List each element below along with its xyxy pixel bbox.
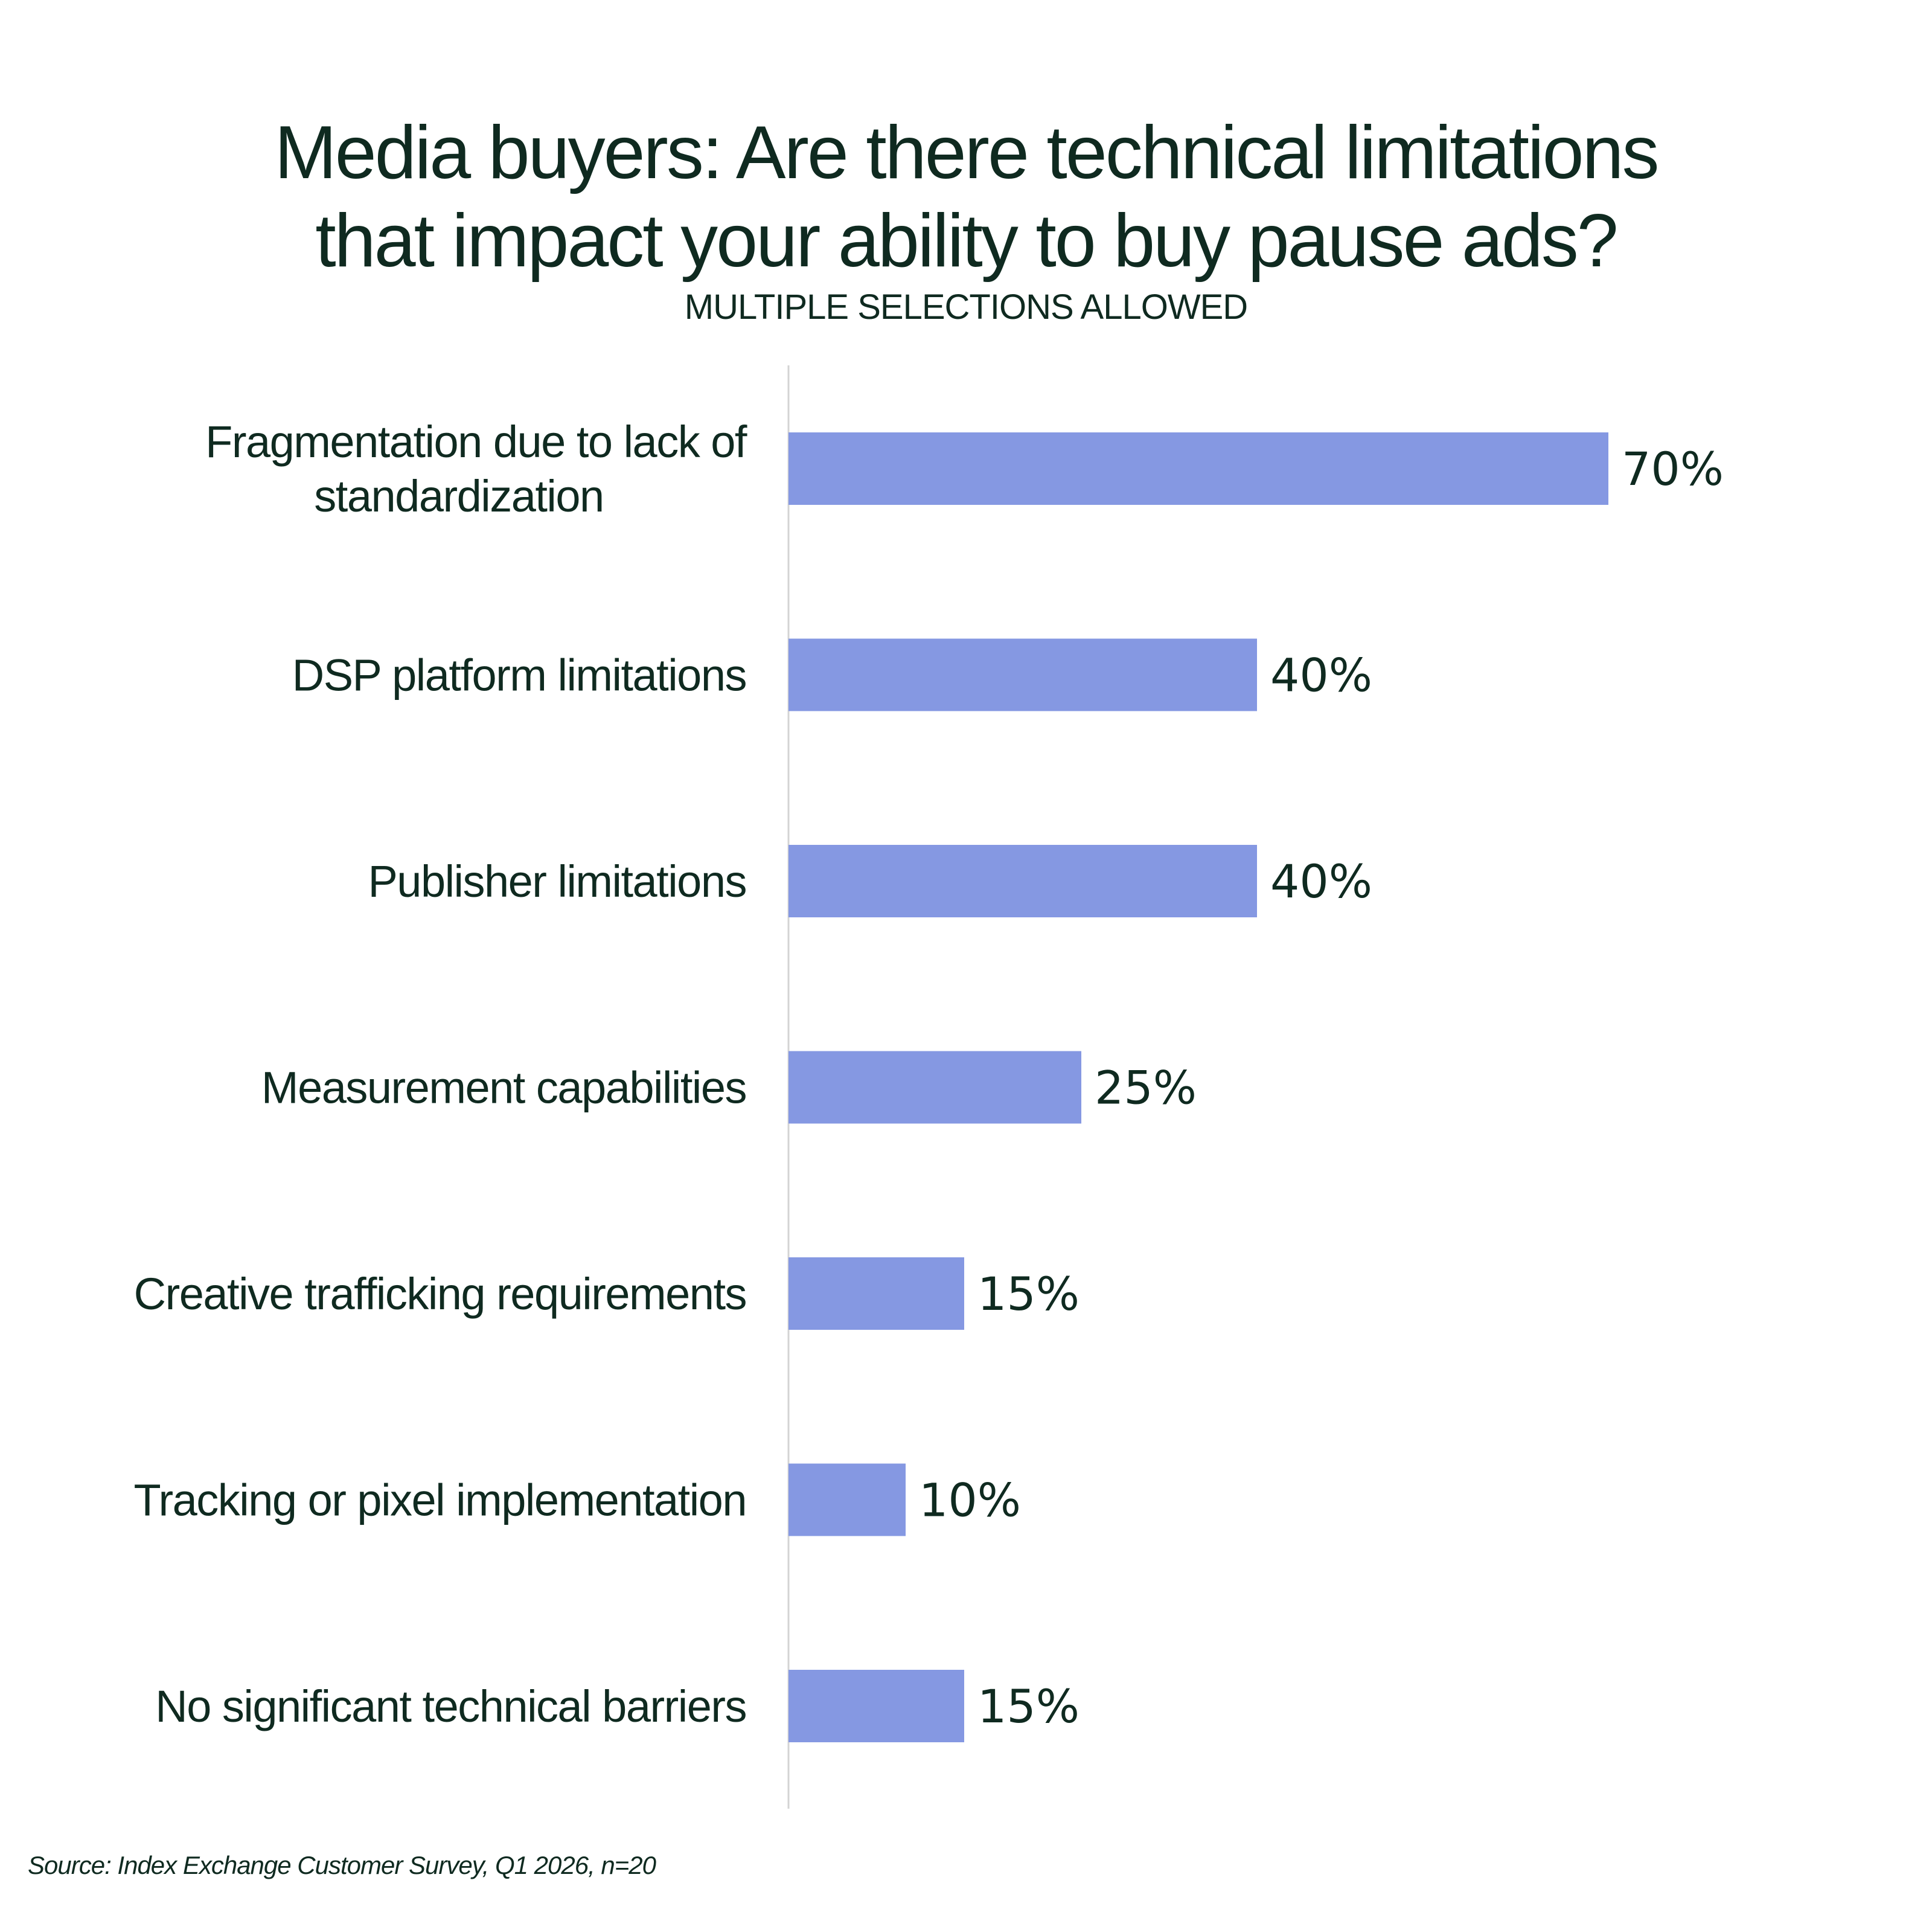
bar-value-label: 15% [977,1679,1080,1733]
category-label: standardization [314,471,603,521]
chart-title: Media buyers: Are there technical limita… [0,109,1932,285]
category-label: Measurement capabilities [261,1063,746,1113]
category-label: Fragmentation due to lack of [205,417,747,467]
category-label: DSP platform limitations [292,650,746,701]
bar-value-label: 40% [1270,855,1372,908]
chart-title-line: that impact your ability to buy pause ad… [315,199,1619,283]
bar [788,1463,906,1536]
chart-subtitle: MULTIPLE SELECTIONS ALLOWED [684,287,1248,327]
bar [788,1670,964,1742]
bar-value-label: 10% [919,1474,1021,1527]
category-label: Creative trafficking requirements [134,1269,746,1319]
bar [788,1257,964,1330]
bar-value-label: 15% [977,1267,1080,1321]
bar [788,432,1608,505]
category-labels-group: Fragmentation due to lack ofstandardizat… [134,417,749,1731]
value-labels-group: 70% 40% 40% 25% 15% 10% 15% [919,442,1724,1733]
bar [788,845,1257,917]
bars-group [788,432,1608,1742]
bar [788,638,1257,711]
bar-value-label: 25% [1095,1061,1197,1115]
bar-value-label: 40% [1270,649,1372,702]
bar [788,1051,1081,1124]
chart-title-line: Media buyers: Are there technical limita… [274,111,1659,194]
category-label: Publisher limitations [368,856,746,906]
category-label: No significant technical barriers [155,1681,746,1731]
bar-value-label: 70% [1622,442,1724,496]
source-note: Source: Index Exchange Customer Survey, … [28,1851,656,1879]
category-label: Tracking or pixel implementation [134,1475,747,1525]
